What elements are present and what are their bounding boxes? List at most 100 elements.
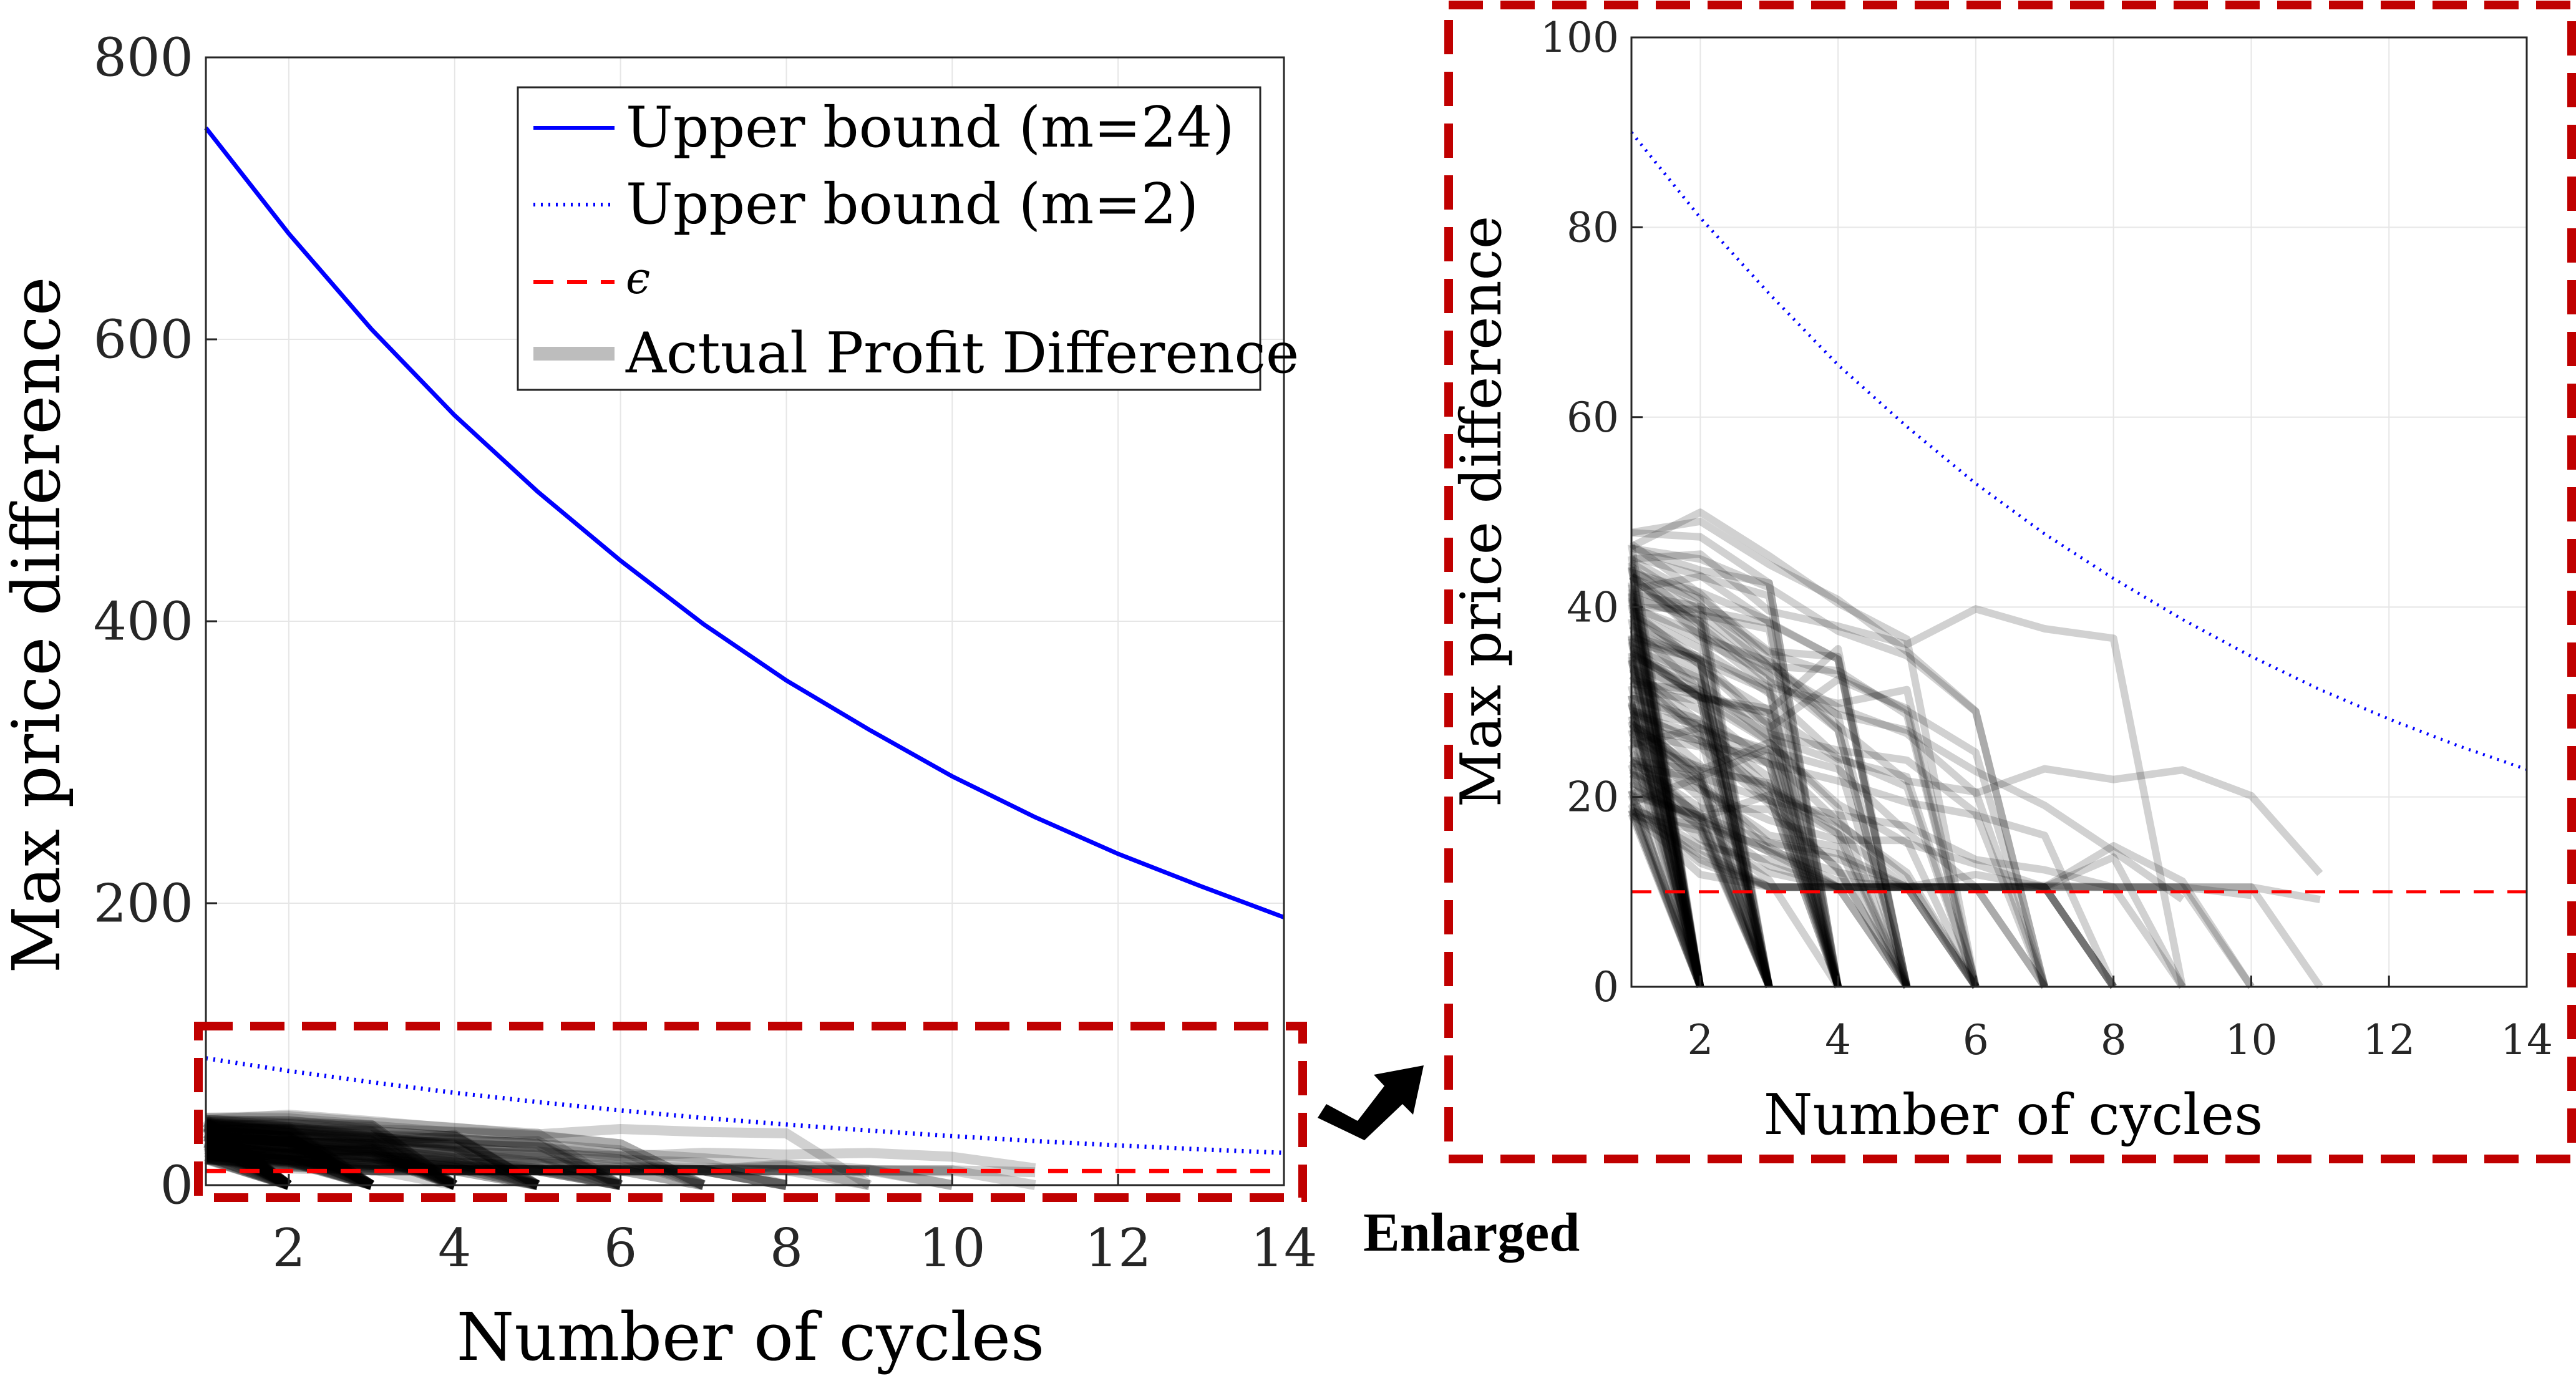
actual-profit-trace [205, 1119, 540, 1190]
actual-profit-trace [205, 1117, 623, 1190]
actual-profit-trace [1630, 730, 1910, 989]
enlarged-actual-profit-traces [1628, 508, 2323, 989]
actual-profit-trace [203, 1128, 292, 1190]
actual-profit-trace [205, 1116, 872, 1190]
actual-profit-trace [203, 1124, 292, 1190]
actual-profit-trace [203, 1117, 292, 1190]
actual-profit-trace [1628, 596, 1704, 988]
actual-profit-trace [1628, 750, 2117, 989]
actual-profit-trace [205, 1151, 374, 1190]
actual-profit-trace [205, 1133, 457, 1190]
y-tick-label: 800 [94, 27, 193, 88]
actual-profit-trace [205, 1141, 622, 1190]
actual-profit-trace [205, 1123, 1036, 1173]
actual-profit-trace [1630, 770, 1910, 989]
actual-profit-trace [1629, 573, 2185, 903]
x-tick-label: 4 [438, 1218, 471, 1279]
actual-profit-trace [1630, 706, 1979, 989]
actual-profit-trace [1631, 529, 1842, 988]
actual-profit-trace [203, 1138, 291, 1190]
y-tick-label: 400 [94, 591, 193, 652]
actual-profit-trace [203, 1132, 291, 1190]
actual-profit-trace [205, 1148, 373, 1190]
actual-profit-trace [1628, 702, 1704, 988]
actual-profit-trace [205, 1142, 539, 1190]
actual-profit-trace [1630, 626, 1773, 988]
actual-profit-trace [203, 1123, 292, 1190]
actual-profit-trace [1628, 763, 1704, 988]
actual-profit-trace [205, 1115, 706, 1190]
actual-profit-trace [1629, 729, 2048, 989]
actual-profit-trace [1628, 659, 1704, 988]
actual-profit-trace [1628, 581, 1704, 988]
actual-profit-trace [1631, 762, 1773, 988]
actual-profit-trace [203, 1126, 292, 1190]
actual-profit-trace [1628, 788, 1704, 988]
actual-profit-trace [1630, 758, 2048, 989]
actual-profit-trace [1628, 555, 1704, 987]
actual-profit-trace [1628, 583, 1704, 988]
actual-profit-trace [1630, 545, 1842, 988]
zoom-region-box [194, 1022, 1307, 1202]
main-y-tick-labels: 0 200 400 600 800 [94, 27, 217, 1216]
actual-profit-trace [1631, 680, 1773, 988]
actual-profit-trace [1628, 588, 1704, 988]
actual-profit-trace [1630, 803, 2117, 989]
actual-profit-trace [1630, 664, 1842, 988]
actual-profit-trace [1630, 632, 1911, 988]
y-tick-label: 60 [1567, 394, 1619, 442]
actual-profit-trace [1628, 812, 1704, 989]
actual-profit-trace [1630, 593, 1773, 988]
actual-profit-trace [1628, 694, 1704, 988]
actual-profit-trace [1630, 651, 1773, 988]
actual-profit-trace [1628, 598, 1704, 988]
actual-profit-trace [203, 1138, 291, 1190]
actual-profit-trace [1630, 569, 1842, 988]
actual-profit-trace [1628, 562, 1704, 987]
actual-profit-trace [1630, 573, 1911, 988]
legend-label-epsilon: ϵ [626, 253, 650, 304]
actual-profit-trace [1628, 720, 1704, 988]
x-tick-label: 2 [1687, 1016, 1713, 1064]
actual-profit-trace [205, 1141, 374, 1190]
actual-profit-trace [1630, 634, 1842, 988]
actual-profit-trace [205, 1116, 540, 1190]
actual-profit-trace [203, 1123, 292, 1190]
actual-profit-trace [1629, 563, 1911, 988]
actual-profit-trace [1631, 757, 1842, 988]
main-chart: 2 4 6 8 10 12 14 0 200 400 600 800 Number of cycle… [0, 27, 1317, 1375]
actual-profit-trace [205, 1123, 458, 1190]
legend-label-m2: Upper bound (m=2) [626, 172, 1198, 237]
actual-profit-trace [205, 1118, 540, 1190]
actual-profit-trace [205, 1141, 457, 1190]
actual-profit-trace [205, 1119, 623, 1190]
actual-profit-trace [203, 1145, 291, 1190]
actual-profit-trace [205, 1152, 539, 1190]
actual-profit-trace [205, 1155, 373, 1190]
actual-profit-trace [203, 1132, 291, 1190]
actual-profit-trace [1629, 672, 2255, 989]
y-tick-label: 0 [1593, 963, 1619, 1011]
actual-profit-trace [1629, 770, 1773, 989]
actual-profit-trace [1629, 573, 1911, 988]
actual-profit-trace [1630, 671, 1842, 988]
actual-profit-trace [1629, 647, 1842, 988]
actual-profit-trace [205, 1135, 457, 1190]
actual-profit-trace [1628, 593, 1704, 988]
actual-profit-trace [1628, 592, 1704, 988]
x-tick-label: 12 [1085, 1218, 1152, 1279]
x-tick-label: 14 [2501, 1016, 2553, 1064]
actual-profit-trace [1628, 716, 1773, 988]
actual-profit-trace [1628, 659, 1704, 988]
actual-profit-trace [205, 1128, 540, 1190]
enlarged-y-tick-labels: 0 20 40 60 80 100 [1540, 14, 1643, 1011]
actual-profit-trace [205, 1122, 706, 1190]
actual-profit-trace [1628, 623, 2048, 989]
actual-profit-trace [1628, 635, 1704, 988]
actual-profit-trace [205, 1146, 539, 1190]
actual-profit-trace [1628, 720, 1980, 989]
actual-profit-trace [1629, 615, 1773, 988]
actual-profit-trace [1629, 758, 1910, 989]
actual-profit-trace [205, 1147, 374, 1190]
actual-profit-trace [1628, 729, 1704, 988]
